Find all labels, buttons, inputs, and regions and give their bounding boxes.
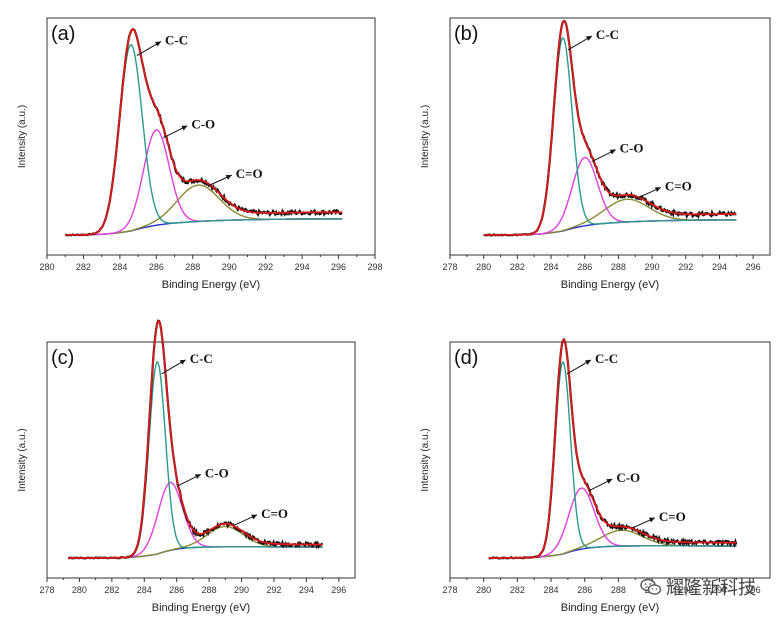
panel-label: (d) bbox=[454, 347, 478, 369]
plot-frame bbox=[449, 17, 771, 256]
x-tick-label: 278 bbox=[39, 585, 54, 595]
x-tick-label: 294 bbox=[295, 262, 310, 272]
x-axis-label: Binding Energy (eV) bbox=[561, 279, 659, 291]
x-tick-label: 290 bbox=[645, 262, 660, 272]
series-measured bbox=[65, 28, 343, 237]
x-tick-label: 284 bbox=[137, 585, 152, 595]
x-tick-label: 282 bbox=[76, 262, 91, 272]
peak-label-cc: C-C bbox=[190, 351, 213, 366]
x-tick-label: 296 bbox=[746, 585, 761, 595]
annotation-arrowhead bbox=[179, 359, 186, 365]
x-tick-label: 278 bbox=[442, 585, 457, 595]
x-tick-label: 290 bbox=[222, 262, 237, 272]
x-tick-label: 286 bbox=[149, 262, 164, 272]
x-axis-label: Binding Energy (eV) bbox=[162, 279, 260, 291]
x-tick-label: 284 bbox=[544, 585, 559, 595]
peak-label-cc: C-C bbox=[595, 351, 618, 366]
peak-label-cc: C-C bbox=[596, 27, 619, 42]
x-tick-label: 288 bbox=[611, 585, 626, 595]
plot-frame bbox=[449, 341, 771, 579]
series-envelope bbox=[68, 320, 323, 559]
x-axis-label: Binding Energy (eV) bbox=[561, 602, 659, 614]
y-axis-label: Intensity (a.u.) bbox=[17, 105, 28, 168]
series-measured bbox=[483, 19, 737, 237]
x-tick-label: 292 bbox=[258, 262, 273, 272]
x-tick-label: 280 bbox=[476, 585, 491, 595]
peak-label-co: C-O bbox=[205, 465, 229, 480]
series-envelope bbox=[65, 28, 343, 236]
peak-label-co: C=O bbox=[659, 509, 686, 524]
x-tick-label: 288 bbox=[611, 262, 626, 272]
watermark: 耀隆新科技 bbox=[640, 574, 756, 600]
x-axis-label: Binding Energy (eV) bbox=[152, 602, 250, 614]
peak-label-co: C=O bbox=[236, 166, 263, 181]
series-component-1 bbox=[68, 360, 323, 559]
peak-label-co: C-O bbox=[616, 470, 640, 485]
x-tick-label: 278 bbox=[442, 262, 457, 272]
x-tick-label: 296 bbox=[331, 262, 346, 272]
annotation-arrowhead bbox=[585, 35, 592, 41]
x-tick-label: 290 bbox=[234, 585, 249, 595]
chart-panel-2: 278 280 282 284 286 288 290 292 294 296 Binding En… bbox=[17, 319, 356, 614]
annotation-arrowhead bbox=[648, 517, 655, 523]
annotation-arrowhead bbox=[606, 479, 613, 484]
x-tick-label: 292 bbox=[266, 585, 281, 595]
x-tick-label: 284 bbox=[112, 262, 127, 272]
plot-frame bbox=[46, 341, 356, 579]
panel-label: (c) bbox=[51, 347, 74, 369]
x-tick-label: 294 bbox=[299, 585, 314, 595]
annotation-arrowhead bbox=[585, 359, 592, 365]
series-envelope bbox=[488, 338, 737, 559]
annotation-arrowhead bbox=[609, 149, 616, 155]
peak-label-co: C-O bbox=[620, 141, 644, 156]
series-background bbox=[483, 219, 737, 236]
peak-label-co: C=O bbox=[261, 506, 288, 521]
annotation-arrowhead bbox=[181, 125, 188, 131]
x-tick-label: 282 bbox=[510, 585, 525, 595]
series-envelope bbox=[483, 19, 737, 236]
series-component-3 bbox=[65, 184, 343, 236]
chart-panel-1: 278 280 282 284 286 288 290 292 294 296 Binding En… bbox=[420, 17, 771, 291]
annotation-arrowhead bbox=[155, 41, 162, 47]
annotation-arrowhead bbox=[194, 474, 201, 480]
x-tick-label: 280 bbox=[476, 262, 491, 272]
x-tick-label: 286 bbox=[577, 585, 592, 595]
x-tick-label: 286 bbox=[577, 262, 592, 272]
x-tick-label: 292 bbox=[678, 585, 693, 595]
x-tick-label: 282 bbox=[510, 262, 525, 272]
x-tick-label: 296 bbox=[331, 585, 346, 595]
x-tick-label: 294 bbox=[712, 262, 727, 272]
series-component-1 bbox=[65, 44, 343, 236]
peak-label-co: C=O bbox=[665, 178, 692, 193]
series-component-2 bbox=[488, 487, 737, 559]
x-tick-label: 284 bbox=[544, 262, 559, 272]
x-tick-label: 298 bbox=[367, 262, 382, 272]
x-tick-label: 288 bbox=[185, 262, 200, 272]
x-tick-label: 292 bbox=[678, 262, 693, 272]
annotation-arrowhead bbox=[654, 187, 661, 193]
x-tick-label: 280 bbox=[39, 262, 54, 272]
peak-label-co: C-O bbox=[191, 117, 215, 132]
peak-label-cc: C-C bbox=[165, 33, 188, 48]
x-tick-label: 296 bbox=[746, 262, 761, 272]
annotation-arrowhead bbox=[225, 174, 232, 180]
panel-label: (a) bbox=[51, 23, 75, 45]
series-background bbox=[68, 546, 323, 559]
y-axis-label: Intensity (a.u.) bbox=[17, 428, 28, 491]
y-axis-label: Intensity (a.u.) bbox=[420, 428, 431, 491]
panel-label: (b) bbox=[454, 23, 478, 45]
x-tick-label: 288 bbox=[202, 585, 217, 595]
y-axis-label: Intensity (a.u.) bbox=[420, 105, 431, 168]
x-tick-label: 282 bbox=[104, 585, 119, 595]
x-tick-label: 280 bbox=[72, 585, 87, 595]
series-background bbox=[488, 545, 737, 559]
wechat-icon bbox=[640, 578, 662, 595]
chart-panel-0: 280 282 284 286 288 290 292 294 296 298 Binding En… bbox=[17, 17, 383, 291]
x-tick-label: 286 bbox=[169, 585, 184, 595]
watermark-text: 耀隆新科技 bbox=[666, 578, 756, 599]
x-tick-label: 294 bbox=[712, 585, 727, 595]
annotation-arrowhead bbox=[251, 514, 258, 520]
